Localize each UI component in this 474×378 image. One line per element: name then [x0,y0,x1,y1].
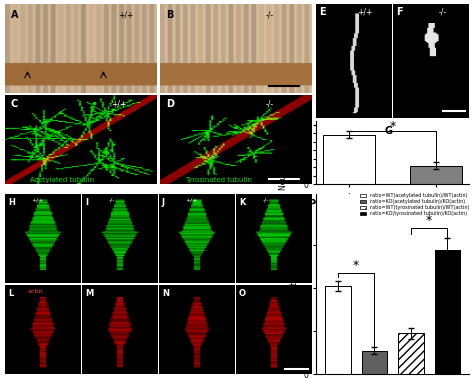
Text: A: A [11,10,18,20]
Text: K: K [239,198,245,207]
Text: B: B [165,10,173,20]
Text: *: * [426,214,432,227]
Bar [325,286,351,374]
Text: Tyrosinated tubulin: Tyrosinated tubulin [184,177,252,183]
Text: +/+: +/+ [31,198,44,203]
Text: -/-: -/- [266,10,274,19]
Text: E: E [319,7,326,17]
Text: *: * [390,120,396,133]
Text: N: N [162,289,169,298]
Legend: ratio=WT(acetylated tubulin)/WT(actin), ratio=KO(acetylated tubulin)/KO(actin), : ratio=WT(acetylated tubulin)/WT(actin), … [359,192,470,217]
Text: J: J [162,198,165,207]
Text: M: M [85,289,93,298]
Text: +/+: +/+ [358,7,373,16]
Bar [398,333,424,374]
Y-axis label: Neurite length(μm): Neurite length(μm) [279,116,288,190]
Text: P: P [308,199,315,209]
Text: O: O [239,289,246,298]
Bar [323,135,375,184]
Text: Acetylated tubulin: Acetylated tubulin [29,177,94,183]
Bar [410,166,462,184]
Bar [435,250,460,374]
Text: *: * [353,259,359,272]
Text: +/+: +/+ [111,99,127,108]
Text: +/+: +/+ [185,198,198,203]
Text: +/+: +/+ [118,10,134,19]
Text: G: G [385,125,393,136]
Bar [362,350,387,374]
Text: actin: actin [27,289,43,294]
Text: -/-: -/- [266,99,274,108]
Text: -/-: -/- [108,198,115,203]
Text: C: C [11,99,18,110]
Text: I: I [85,198,88,207]
Text: F: F [396,7,403,17]
Text: L: L [8,289,13,298]
Text: -/-: -/- [439,7,447,16]
Text: D: D [165,99,173,110]
Text: H: H [8,198,15,207]
Text: -/-: -/- [262,198,269,203]
Y-axis label: Ratio: Ratio [289,274,298,294]
